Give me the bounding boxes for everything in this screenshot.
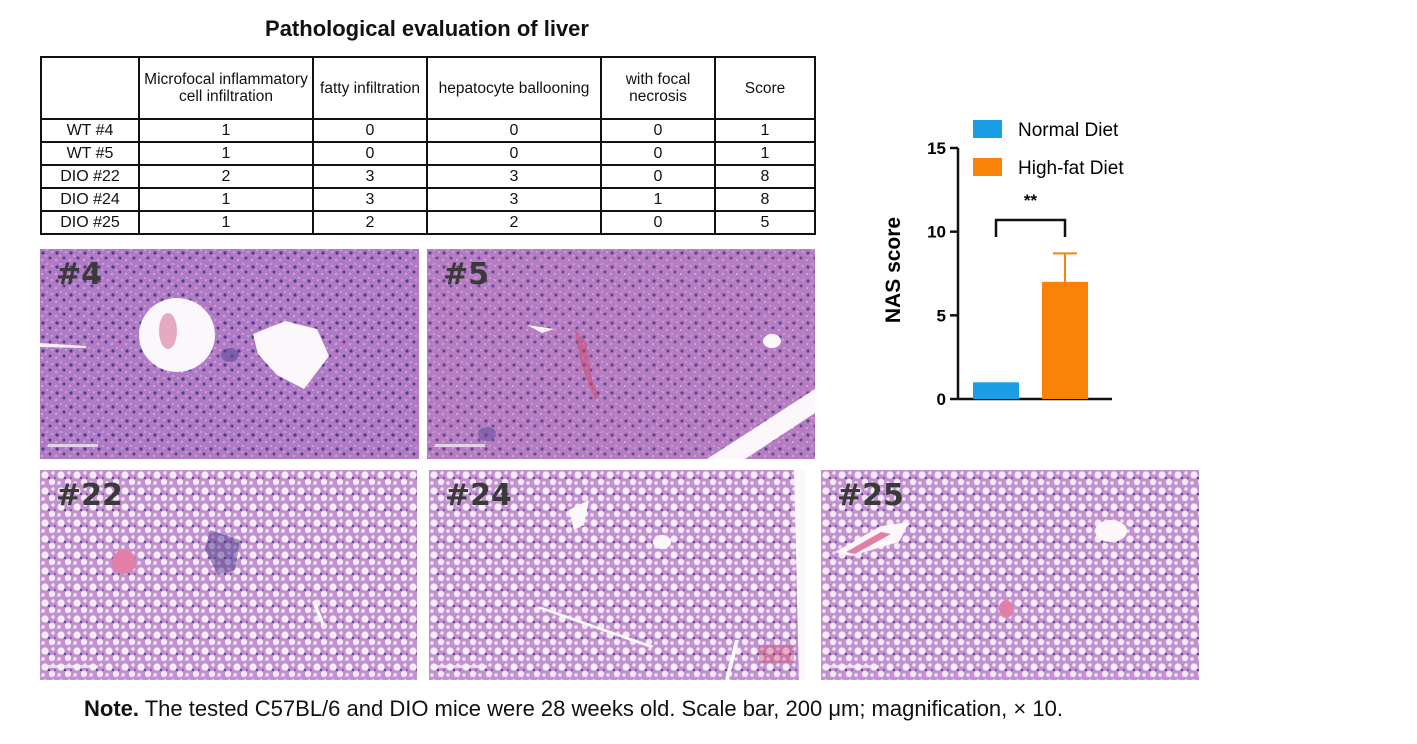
table-cell: 2	[426, 210, 602, 235]
nas-score-chart: 0 5 10 15 ** Normal Diet High-fat Diet NAS s…	[882, 120, 1124, 409]
table-header-cell	[40, 56, 140, 120]
table-row: DIO #25 1 2 2 0 5	[40, 210, 816, 235]
table-cell: 3	[426, 164, 602, 189]
histology-image-24: #24	[429, 470, 806, 680]
table-cell: 0	[600, 118, 716, 143]
table-header-row: Microfocal inflammatory cell infiltratio…	[40, 56, 816, 120]
table-header-cell: hepatocyte ballooning	[426, 56, 602, 120]
chart-bars: **	[973, 191, 1088, 399]
y-tick-label: 0	[937, 390, 946, 409]
bar-1	[1042, 281, 1088, 399]
table-cell: 1	[600, 187, 716, 212]
table-row: WT #5 1 0 0 0 1	[40, 141, 816, 166]
table-cell: 1	[138, 187, 314, 212]
table-cell: 0	[600, 210, 716, 235]
table-header-cell: Score	[714, 56, 816, 120]
table-cell: 1	[138, 210, 314, 235]
table-cell: 0	[426, 141, 602, 166]
table-cell: 0	[600, 164, 716, 189]
table-header-cell: Microfocal inflammatory cell infiltratio…	[138, 56, 314, 120]
legend-label: Normal Diet	[1018, 120, 1119, 141]
chart-legend: Normal Diet High-fat Diet	[973, 120, 1124, 179]
note-label: Note.	[84, 696, 139, 721]
table-cell: 8	[714, 187, 816, 212]
table-cell: 0	[312, 141, 428, 166]
table-cell: 0	[312, 118, 428, 143]
image-label: #24	[445, 478, 512, 513]
table-cell: 1	[138, 118, 314, 143]
table-header-cell: fatty infiltration	[312, 56, 428, 120]
scale-bar	[435, 444, 485, 447]
table-title: Pathological evaluation of liver	[265, 16, 589, 41]
table-cell: 1	[714, 118, 816, 143]
scale-bar	[48, 444, 98, 447]
table-row: DIO #22 2 3 3 0 8	[40, 164, 816, 189]
image-label: #4	[56, 257, 103, 292]
table-header-cell: with focal necrosis	[600, 56, 716, 120]
table-cell: 5	[714, 210, 816, 235]
table-row: WT #4 1 0 0 0 1	[40, 118, 816, 143]
histology-tissue	[40, 470, 417, 680]
y-tick-label: 15	[927, 139, 946, 158]
legend-label: High-fat Diet	[1018, 158, 1124, 179]
table-cell: WT #5	[40, 141, 140, 166]
table-cell: 0	[426, 118, 602, 143]
histology-image-4: #4	[40, 249, 419, 459]
histology-image-25: #25	[821, 470, 1199, 680]
table-cell: 3	[426, 187, 602, 212]
table-cell: DIO #24	[40, 187, 140, 212]
table-cell: DIO #22	[40, 164, 140, 189]
table-cell: 3	[312, 164, 428, 189]
significance-bracket	[994, 218, 1067, 237]
note-text: The tested C57BL/6 and DIO mice were 28 …	[144, 696, 1063, 721]
table-cell: 0	[600, 141, 716, 166]
table-cell: 1	[138, 141, 314, 166]
y-tick-label: 5	[937, 306, 946, 325]
significance-marker: **	[1024, 191, 1038, 210]
table-cell: 1	[714, 141, 816, 166]
legend-swatch	[973, 158, 1002, 176]
histology-tissue	[429, 470, 806, 680]
table-cell: DIO #25	[40, 210, 140, 235]
table-cell: 2	[138, 164, 314, 189]
legend-swatch	[973, 120, 1002, 138]
histology-tissue	[427, 249, 815, 459]
table-cell: 3	[312, 187, 428, 212]
figure-note: Note. The tested C57BL/6 and DIO mice we…	[84, 696, 1063, 722]
table-cell: 8	[714, 164, 816, 189]
scale-bar	[437, 665, 487, 668]
histology-image-5: #5	[427, 249, 815, 459]
table-row: DIO #24 1 3 3 1 8	[40, 187, 816, 212]
image-label: #5	[443, 257, 490, 292]
image-label: #22	[56, 478, 123, 513]
histology-tissue	[821, 470, 1199, 680]
table-cell: 2	[312, 210, 428, 235]
y-axis-label: NAS score	[882, 217, 905, 323]
bar-0	[973, 382, 1019, 399]
y-tick-label: 10	[927, 223, 946, 242]
table-cell: WT #4	[40, 118, 140, 143]
image-label: #25	[837, 478, 904, 513]
histology-tissue	[40, 249, 419, 459]
scale-bar	[829, 665, 879, 668]
scale-bar	[48, 665, 98, 668]
pathology-table: Microfocal inflammatory cell infiltratio…	[40, 56, 816, 235]
histology-image-22: #22	[40, 470, 417, 680]
